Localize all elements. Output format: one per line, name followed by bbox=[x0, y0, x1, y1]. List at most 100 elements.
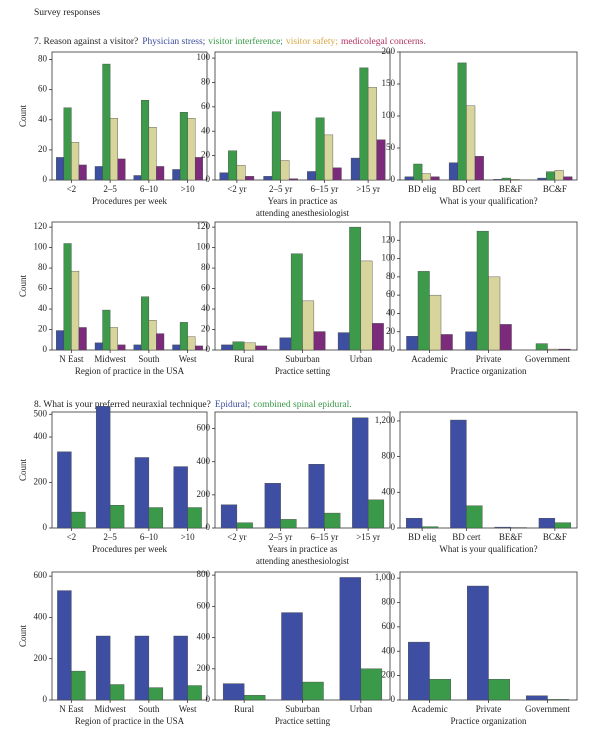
y-tick-label: 100 bbox=[34, 242, 48, 252]
x-tick-label: <2 bbox=[67, 532, 77, 542]
bar bbox=[535, 343, 548, 351]
bar bbox=[172, 169, 181, 181]
bar bbox=[109, 118, 118, 181]
x-axis-label: Practice setting bbox=[275, 366, 331, 376]
bar bbox=[488, 276, 501, 351]
bar bbox=[109, 684, 125, 701]
bar bbox=[263, 176, 273, 181]
bar bbox=[421, 173, 431, 181]
y-tick-label: 80 bbox=[201, 77, 211, 87]
bar bbox=[95, 635, 111, 701]
bar bbox=[440, 334, 453, 351]
bar bbox=[476, 230, 489, 351]
y-tick-label: 800 bbox=[382, 597, 396, 607]
bar bbox=[63, 107, 72, 181]
x-tick-label: >15 yr bbox=[356, 184, 380, 194]
bar bbox=[339, 577, 362, 701]
bar bbox=[156, 166, 165, 181]
x-tick-label: BC&F bbox=[543, 184, 567, 194]
bar bbox=[71, 670, 86, 701]
y-tick-label: 100 bbox=[197, 242, 211, 252]
y-tick-label: 400 bbox=[197, 456, 211, 466]
x-tick-label: BE&F bbox=[499, 184, 523, 194]
x-tick-label: BE&F bbox=[499, 532, 523, 542]
bar bbox=[148, 127, 157, 181]
x-tick-label: Suburban bbox=[285, 704, 320, 714]
x-axis-label: Practice setting bbox=[275, 716, 331, 726]
y-tick-label: 80 bbox=[38, 54, 48, 64]
legend-entry: Epidural; bbox=[215, 400, 250, 410]
bar bbox=[367, 87, 377, 181]
bar bbox=[308, 464, 325, 529]
bar bbox=[243, 695, 266, 701]
y-tick-label: 20 bbox=[38, 144, 48, 154]
y-tick-label: 500 bbox=[34, 408, 48, 418]
bar bbox=[187, 685, 202, 701]
bar bbox=[466, 105, 476, 181]
x-tick-label: BD cert bbox=[452, 184, 481, 194]
bar bbox=[57, 451, 72, 529]
bar bbox=[493, 179, 503, 181]
bar bbox=[148, 687, 164, 701]
y-tick-label: 100 bbox=[197, 52, 211, 62]
x-tick-label: Midwest bbox=[94, 704, 126, 714]
bar bbox=[404, 176, 414, 181]
bar bbox=[501, 177, 511, 181]
bar bbox=[554, 170, 564, 181]
bar bbox=[71, 270, 80, 351]
bar bbox=[405, 517, 423, 529]
question-text: 8. What is your preferred neuraxial tech… bbox=[34, 399, 211, 410]
bar bbox=[172, 344, 181, 351]
bar bbox=[141, 296, 150, 351]
bar bbox=[466, 505, 483, 529]
y-tick-label: 800 bbox=[197, 569, 211, 579]
x-tick-label: Urban bbox=[350, 704, 373, 714]
bar bbox=[413, 163, 423, 181]
x-tick-label: Government bbox=[525, 354, 570, 364]
bar bbox=[499, 324, 512, 351]
legend-entry: visitor safety; bbox=[286, 36, 338, 47]
y-tick-label: 0 bbox=[206, 522, 211, 532]
bar bbox=[222, 683, 245, 701]
y-tick-label: 400 bbox=[382, 486, 396, 496]
x-tick-label: BD elig bbox=[408, 532, 437, 542]
figure-title: Survey responses bbox=[34, 8, 101, 18]
bar bbox=[236, 165, 246, 181]
x-tick-label: Suburban bbox=[285, 354, 320, 364]
bar bbox=[337, 332, 350, 351]
bar bbox=[271, 111, 281, 181]
bar bbox=[430, 176, 440, 181]
y-tick-label: 80 bbox=[201, 262, 211, 272]
x-axis-label: attending anesthesiologist bbox=[256, 208, 350, 218]
y-tick-label: 800 bbox=[382, 451, 396, 461]
bar bbox=[279, 337, 292, 351]
bar bbox=[57, 590, 72, 701]
bar bbox=[156, 333, 165, 351]
y-tick-label: 0 bbox=[391, 174, 396, 184]
legend-entry: Physician stress; bbox=[142, 37, 205, 47]
y-tick-label: 0 bbox=[43, 694, 48, 704]
bar bbox=[324, 512, 341, 529]
x-tick-label: <2 bbox=[67, 184, 77, 194]
y-tick-label: 40 bbox=[386, 307, 396, 317]
bar bbox=[302, 300, 315, 351]
bar bbox=[194, 157, 203, 181]
y-tick-label: 0 bbox=[391, 344, 396, 354]
x-tick-label: <2 yr bbox=[227, 184, 246, 194]
bar bbox=[474, 156, 484, 181]
bar bbox=[546, 171, 556, 181]
bar bbox=[465, 331, 478, 351]
x-tick-label: 6–10 bbox=[140, 184, 159, 194]
bar bbox=[102, 63, 111, 181]
x-axis-label: Years in practice as bbox=[268, 196, 338, 206]
x-tick-label: West bbox=[179, 354, 197, 364]
y-tick-label: 60 bbox=[38, 283, 48, 293]
bar bbox=[71, 142, 80, 181]
x-axis-label: attending anesthesiologist bbox=[256, 556, 350, 566]
bar bbox=[232, 341, 245, 351]
bar bbox=[376, 139, 386, 181]
x-tick-label: >10 bbox=[181, 184, 196, 194]
y-tick-label: 60 bbox=[201, 283, 211, 293]
question: 7. Reason against a visitor? Physician st… bbox=[34, 36, 426, 47]
bar bbox=[406, 336, 419, 351]
